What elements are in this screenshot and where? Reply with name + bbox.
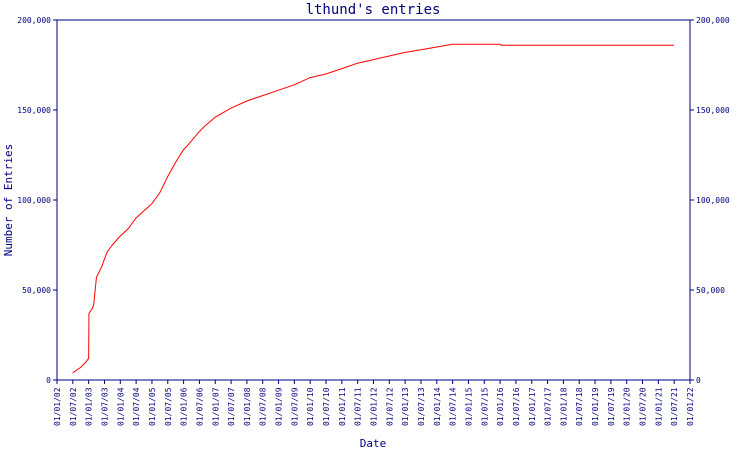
y-tick-label-left: 0 (46, 376, 51, 385)
x-tick-label: 01/01/22 (686, 387, 695, 426)
x-tick-label: 01/01/02 (53, 387, 62, 426)
x-tick-label: 01/07/05 (164, 387, 173, 426)
x-tick-label: 01/07/20 (639, 387, 648, 426)
y-axis-left: 0 50,000 100,000 150,000 200,000 (17, 16, 57, 385)
x-tick-label: 01/07/02 (69, 387, 78, 426)
x-tick-label: 01/07/21 (670, 387, 679, 426)
y-tick-label-left: 150,000 (17, 106, 51, 115)
x-tick-label: 01/01/19 (591, 387, 600, 426)
plot-area (56, 19, 691, 381)
x-tick-label: 01/01/05 (148, 387, 157, 426)
x-tick-label: 01/01/08 (243, 387, 252, 426)
x-tick-label: 01/01/18 (559, 387, 568, 426)
y-tick-label-right: 100,000 (696, 196, 730, 205)
x-tick-label: 01/07/11 (354, 387, 363, 426)
x-tick-label: 01/01/16 (496, 387, 505, 426)
y-tick-label-right: 200,000 (696, 16, 730, 25)
y-tick-label-right: 0 (696, 376, 701, 385)
x-tick-label: 01/07/04 (132, 387, 141, 426)
series-line-0 (72, 43, 675, 374)
x-tick-label: 01/01/15 (464, 387, 473, 426)
x-tick-label: 01/07/19 (607, 387, 616, 426)
x-tick-label: 01/07/06 (195, 387, 204, 426)
x-tick-label: 01/01/20 (623, 387, 632, 426)
y-tick-label-right: 50,000 (696, 286, 725, 295)
x-axis-label: Date (360, 437, 387, 450)
y-axis-right: 0 50,000 100,000 150,000 200,000 (690, 16, 730, 385)
x-tick-label: 01/01/06 (180, 387, 189, 426)
y-tick-label-left: 100,000 (17, 196, 51, 205)
x-tick-label: 01/07/17 (544, 387, 553, 426)
x-tick-label: 01/07/16 (512, 387, 521, 426)
x-tick-label: 01/01/04 (116, 387, 125, 426)
x-tick-label: 01/01/09 (275, 387, 284, 426)
x-tick-label: 01/07/14 (449, 387, 458, 426)
y-tick-label-right: 150,000 (696, 106, 730, 115)
x-tick-label: 01/01/17 (528, 387, 537, 426)
x-axis: 01/01/02 01/07/02 01/01/03 01/07/03 01/01/04… (53, 380, 695, 426)
x-tick-label: 01/07/12 (385, 387, 394, 426)
x-tick-label: 01/07/10 (322, 387, 331, 426)
y-tick-label-left: 50,000 (22, 286, 51, 295)
y-tick-label-left: 200,000 (17, 16, 51, 25)
x-tick-label: 01/01/07 (211, 387, 220, 426)
x-tick-label: 01/07/13 (417, 387, 426, 426)
x-tick-label: 01/01/21 (654, 387, 663, 426)
y-axis-label: Number of Entries (2, 144, 15, 257)
x-tick-label: 01/01/13 (401, 387, 410, 426)
x-tick-label: 01/01/11 (338, 387, 347, 426)
x-tick-label: 01/07/03 (100, 387, 109, 426)
x-tick-label: 01/07/18 (575, 387, 584, 426)
series-layer (72, 43, 675, 374)
x-tick-label: 01/07/08 (259, 387, 268, 426)
x-tick-label: 01/01/14 (433, 387, 442, 426)
x-tick-label: 01/01/12 (370, 387, 379, 426)
chart-title: lthund's entries (306, 2, 441, 18)
x-tick-label: 01/01/03 (85, 387, 94, 426)
x-tick-label: 01/07/07 (227, 387, 236, 426)
x-tick-label: 01/01/10 (306, 387, 315, 426)
x-tick-label: 01/07/15 (480, 387, 489, 426)
x-tick-label: 01/07/09 (290, 387, 299, 426)
